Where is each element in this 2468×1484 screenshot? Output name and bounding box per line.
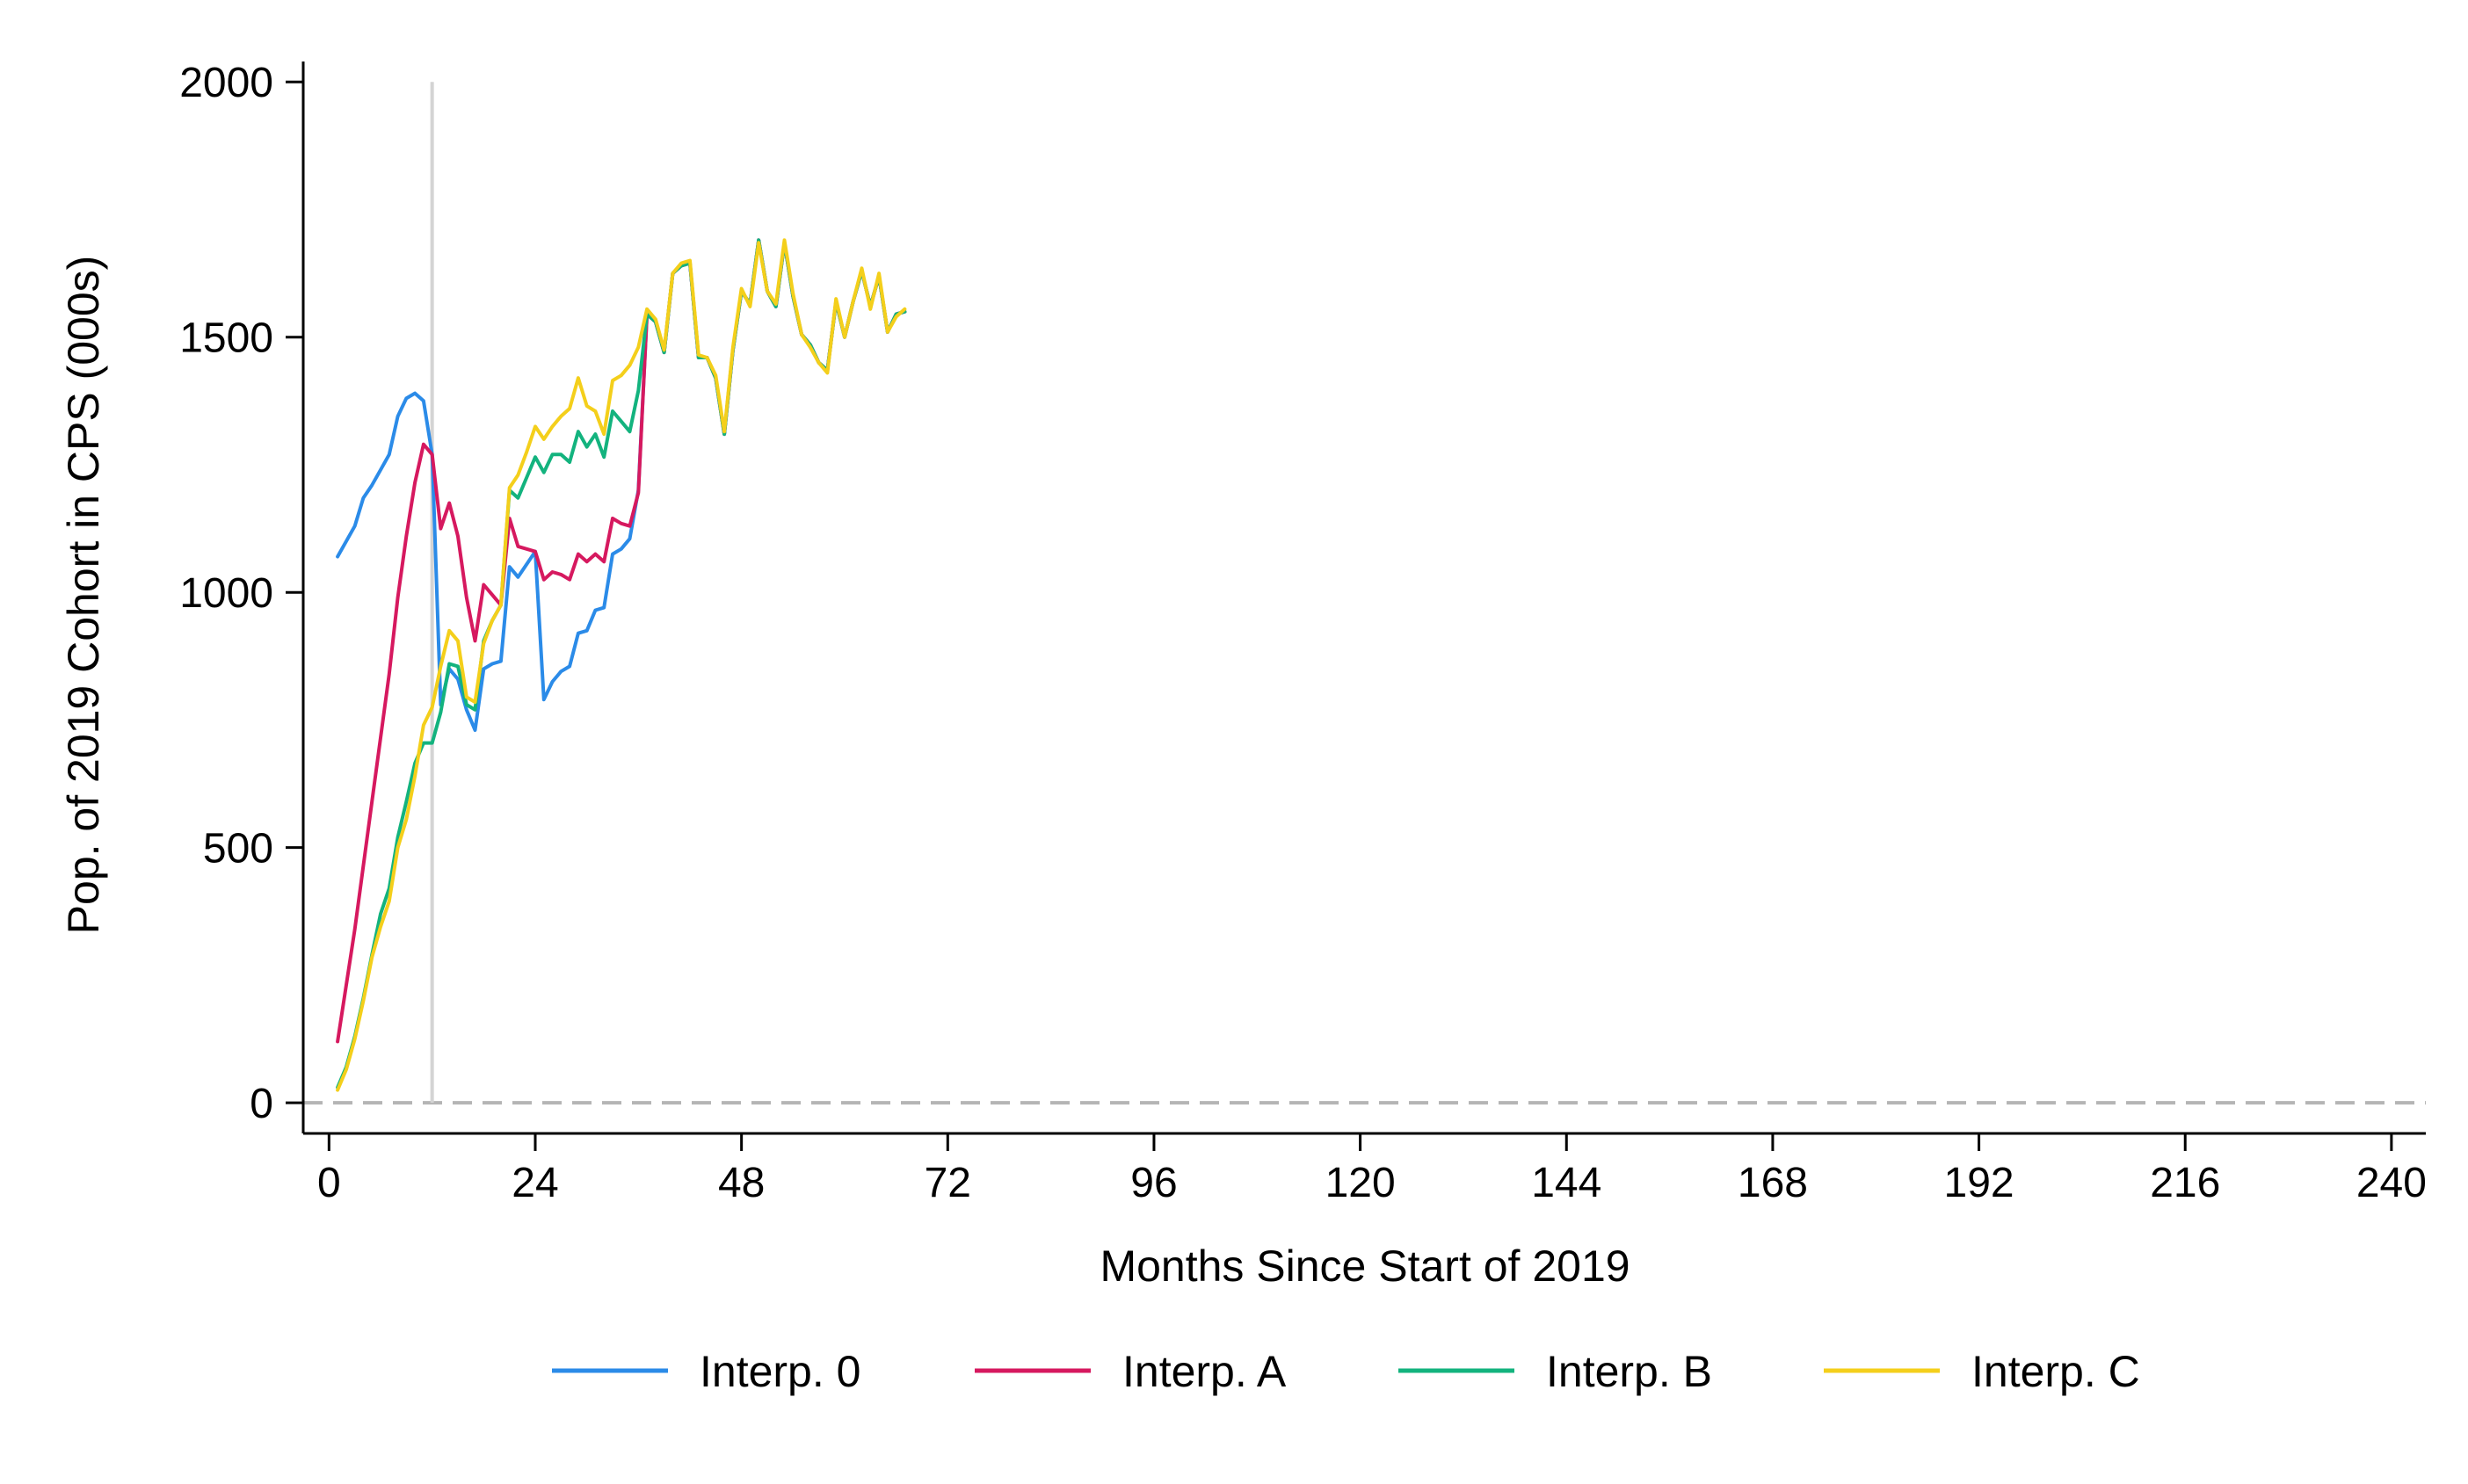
y-tick-label: 2000 [179,60,273,106]
legend-label: Interp. C [1971,1347,2140,1396]
legend-label: Interp. A [1122,1347,1287,1396]
x-tick-label: 72 [925,1160,971,1206]
legend-label: Interp. 0 [700,1347,860,1396]
y-tick-label: 1500 [179,315,273,362]
y-tick-label: 500 [203,826,273,872]
series-lines [336,238,907,1092]
series-line-interp-a [336,238,907,1044]
x-tick-label: 0 [317,1160,341,1206]
legend-label: Interp. B [1546,1347,1712,1396]
x-tick-label: 120 [1325,1160,1396,1206]
series-line-interp-b [336,238,907,1089]
x-tick-label: 192 [1944,1160,2014,1206]
x-tick-label: 24 [512,1160,558,1206]
y-axis-ticks: 0 500 1000 1500 2000 [179,60,303,1127]
x-tick-label: 144 [1531,1160,1601,1206]
reference-lines [303,82,2426,1105]
x-axis-title: Months Since Start of 2019 [1100,1241,1630,1291]
x-tick-label: 48 [718,1160,765,1206]
legend: Interp. 0 Interp. A Interp. B Interp. C [552,1347,2140,1396]
y-axis-title: Pop. of 2019 Cohort in CPS (000s) [59,256,108,935]
y-tick-label: 0 [250,1081,273,1127]
series-line-interp-c [336,238,907,1092]
x-tick-label: 96 [1130,1160,1177,1206]
x-tick-label: 168 [1738,1160,1808,1206]
axes [301,62,2426,1135]
y-tick-label: 1000 [179,570,273,617]
x-axis-ticks: 0 24 48 72 96 120 144 168 192 216 240 [317,1133,2427,1206]
series-line-interp-0 [336,238,907,732]
x-tick-label: 216 [2150,1160,2220,1206]
x-tick-label: 240 [2356,1160,2427,1206]
